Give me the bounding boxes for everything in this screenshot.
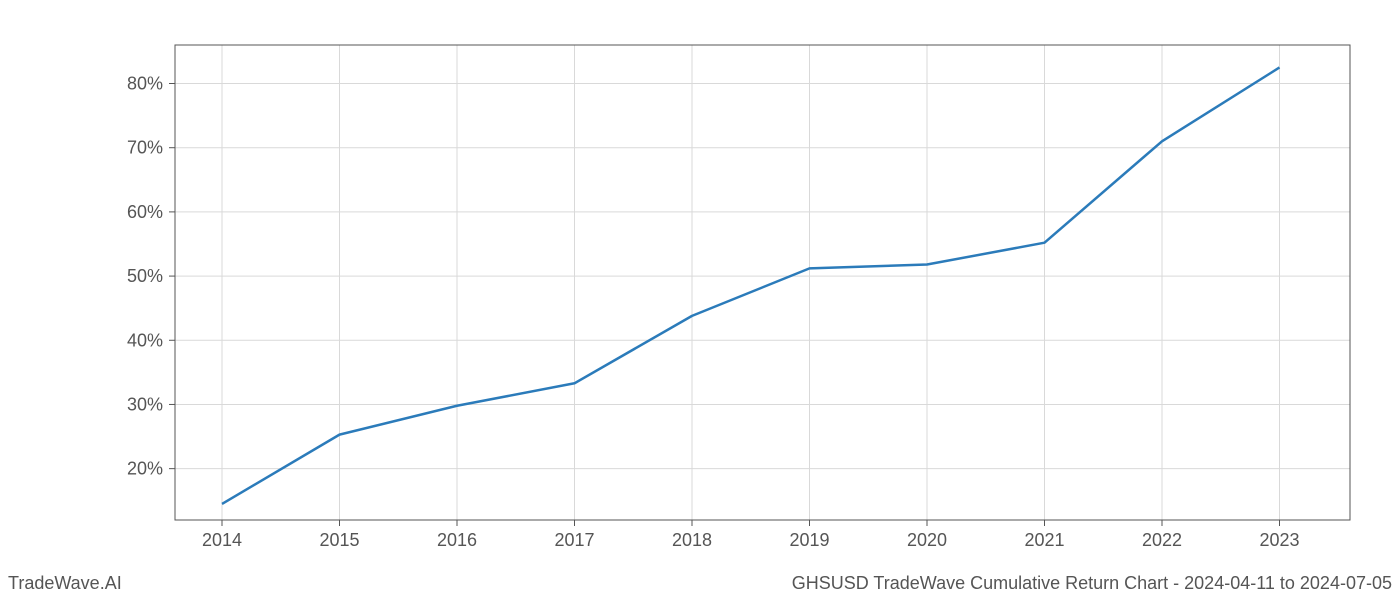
svg-text:2019: 2019 [789, 530, 829, 550]
footer-caption: GHSUSD TradeWave Cumulative Return Chart… [792, 573, 1392, 594]
svg-text:40%: 40% [127, 330, 163, 350]
svg-text:80%: 80% [127, 74, 163, 94]
svg-text:2014: 2014 [202, 530, 242, 550]
svg-text:2023: 2023 [1259, 530, 1299, 550]
svg-text:2016: 2016 [437, 530, 477, 550]
svg-text:2018: 2018 [672, 530, 712, 550]
chart-container: 2014 2015 2016 2017 2018 2019 2020 2021 2022 2023… [0, 0, 1400, 600]
svg-text:70%: 70% [127, 138, 163, 158]
svg-text:2022: 2022 [1142, 530, 1182, 550]
footer-brand: TradeWave.AI [8, 573, 122, 594]
svg-text:30%: 30% [127, 394, 163, 414]
line-chart: 2014 2015 2016 2017 2018 2019 2020 2021 2022 2023… [0, 0, 1400, 600]
svg-text:2021: 2021 [1024, 530, 1064, 550]
svg-text:2015: 2015 [319, 530, 359, 550]
svg-text:60%: 60% [127, 202, 163, 222]
svg-text:50%: 50% [127, 266, 163, 286]
svg-text:2020: 2020 [907, 530, 947, 550]
svg-text:2017: 2017 [554, 530, 594, 550]
svg-text:20%: 20% [127, 459, 163, 479]
